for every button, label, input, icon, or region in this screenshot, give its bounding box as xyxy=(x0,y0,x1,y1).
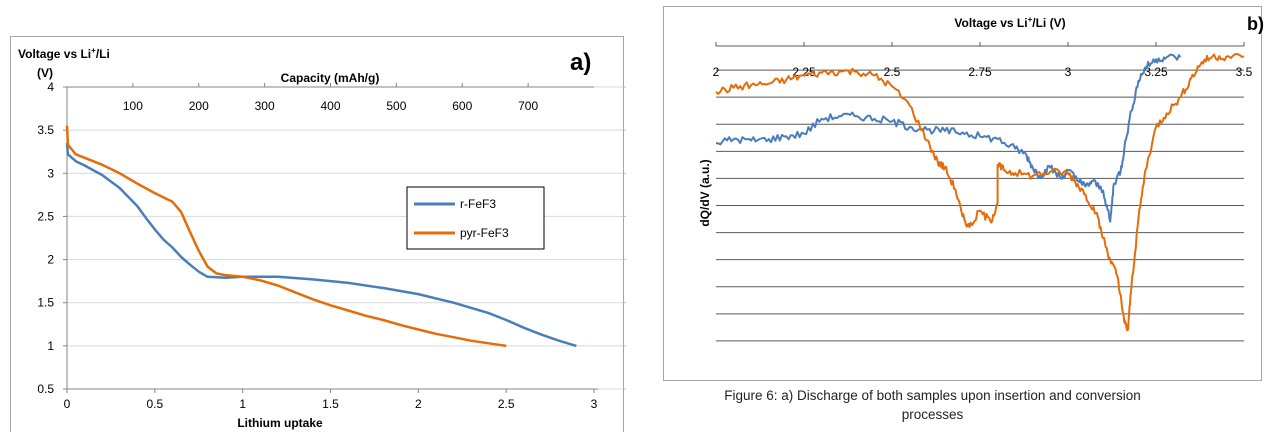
caption-line-1: Figure 6: a) Discharge of both samples u… xyxy=(724,388,1141,403)
panel-a-top-tick-label: 700 xyxy=(518,99,538,113)
panel-b-xtick-label: 3 xyxy=(1065,65,1072,79)
panel-a-legend-label: pyr-FeF3 xyxy=(460,226,509,240)
panel-a-legend-label: r-FeF3 xyxy=(460,197,496,211)
panel-a-ytick-label: 4 xyxy=(47,80,54,94)
panel-a-series-line xyxy=(65,142,577,348)
panel-a-xtick-label: 2.5 xyxy=(498,397,515,411)
panel-a-ytick-label: 2.5 xyxy=(37,209,54,223)
panel-b-label: b) xyxy=(1247,14,1264,34)
panel-a-top-tick-label: 200 xyxy=(189,99,209,113)
panel-b-frame xyxy=(663,6,1262,381)
panel-b-xtick-label: 2.5 xyxy=(884,65,901,79)
panel-a-xlabel: Lithium uptake xyxy=(237,416,323,430)
panel-b-series-line xyxy=(715,53,1245,332)
panel-b-xtick-label: 3.25 xyxy=(1144,65,1168,79)
panel-a-xtick-label: 1 xyxy=(239,397,246,411)
panel-a-xtick-label: 0 xyxy=(64,397,71,411)
panel-a-ytick-label: 3.5 xyxy=(37,123,54,137)
panel-a-top-axis-label: Capacity (mAh/g) xyxy=(281,71,380,85)
panel-a-ylabel: Voltage vs Li+/Li xyxy=(18,46,110,61)
panel-a-top-tick-label: 600 xyxy=(452,99,472,113)
panel-a-top-tick-label: 500 xyxy=(386,99,406,113)
figure-caption: Figure 6: a) Discharge of both samples u… xyxy=(660,386,1205,424)
panel-a-top-tick-label: 300 xyxy=(255,99,275,113)
panel-a-ytick-label: 0.5 xyxy=(37,382,54,396)
panel-a-top-tick-label: 400 xyxy=(320,99,340,113)
panel-a-xtick-label: 0.5 xyxy=(146,397,163,411)
panel-a-xtick-label: 1.5 xyxy=(322,397,339,411)
caption-line-2: processes xyxy=(901,407,964,422)
panel-b-ylabel: dQ/dV (a.u.) xyxy=(698,159,712,226)
panel-a-top-tick-label: 100 xyxy=(123,99,143,113)
panel-a-legend xyxy=(406,186,545,250)
panel-a-series-line xyxy=(65,125,507,348)
panel-a-xtick-label: 2 xyxy=(415,397,422,411)
panel-a-ytick-label: 3 xyxy=(47,166,54,180)
panel-b-xtick-label: 3.5 xyxy=(1236,65,1253,79)
panel-b-series-line xyxy=(715,53,1182,223)
panel-a-label: a) xyxy=(570,49,591,76)
panel-b-xtick-label: 2 xyxy=(713,65,720,79)
panel-a-ytick-label: 2 xyxy=(47,253,54,267)
panel-a-ylabel-unit: (V) xyxy=(37,66,53,80)
panel-a-xtick-label: 3 xyxy=(591,397,598,411)
panel-a-ytick-label: 1.5 xyxy=(37,296,54,310)
panel-a-ytick-label: 1 xyxy=(47,339,54,353)
panel-b-top-axis-label: Voltage vs Li+/Li (V) xyxy=(954,15,1065,30)
panel-b-xtick-label: 2.25 xyxy=(792,65,816,79)
panel-b-xtick-label: 2.75 xyxy=(968,65,992,79)
